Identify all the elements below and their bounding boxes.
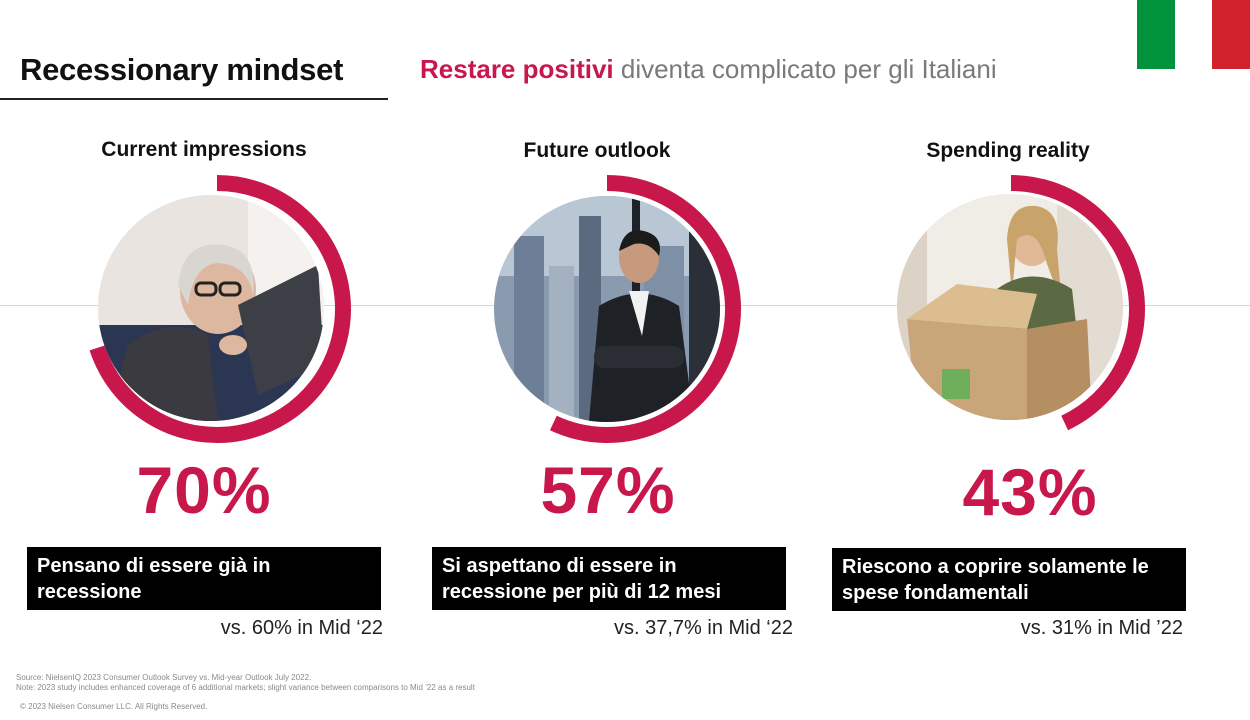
stat-comparison-future-outlook: vs. 37,7% in Mid ‘22 xyxy=(614,617,793,639)
footer-source: Source: NielsenIQ 2023 Consumer Outlook … xyxy=(16,673,312,682)
photo-woman-opening-box-icon xyxy=(897,194,1123,420)
flag-white-stripe xyxy=(1174,0,1213,69)
footer-note: Note: 2023 study includes enhanced cover… xyxy=(16,683,475,692)
ring-chart-current-impressions xyxy=(89,175,351,443)
stat-heading-future-outlook: Future outlook xyxy=(523,139,671,162)
stat-comparison-current-impressions: vs. 60% in Mid ‘22 xyxy=(220,617,383,639)
subtitle-rest: diventa complicato per gli Italiani xyxy=(613,54,997,84)
page-subtitle: Restare positivi diventa complicato per … xyxy=(420,54,997,85)
ring-chart-spending-reality xyxy=(1010,175,1145,431)
italian-flag-icon xyxy=(1137,0,1250,69)
title-underline xyxy=(0,98,388,100)
page-title: Recessionary mindset xyxy=(20,52,344,87)
stat-description-current-impressions: Pensano di essere già in recessione xyxy=(27,547,381,610)
flag-green-stripe xyxy=(1137,0,1175,69)
subtitle-highlight: Restare positivi xyxy=(420,54,614,84)
stat-description-spending-reality: Riescono a coprire solamente le spese fo… xyxy=(832,548,1186,611)
stat-percent-current-impressions: 70% xyxy=(136,453,272,527)
ring-arc-spending-reality xyxy=(1010,175,1145,431)
stat-percent-spending-reality: 43% xyxy=(962,455,1098,529)
stat-heading-current-impressions: Current impressions xyxy=(101,138,307,161)
stat-heading-spending-reality: Spending reality xyxy=(926,139,1090,162)
ring-arc-current-impressions xyxy=(89,175,351,443)
stat-description-future-outlook: Si aspettano di essere in recessione per… xyxy=(432,547,786,610)
footer-copyright: © 2023 Nielsen Consumer LLC. All Rights … xyxy=(20,702,208,711)
stat-comparison-spending-reality: vs. 31% in Mid ’22 xyxy=(1020,617,1183,639)
stat-percent-future-outlook: 57% xyxy=(540,453,676,527)
photo-man-looking-at-city-icon xyxy=(494,196,720,422)
photo-woman-reading-tablet-icon xyxy=(98,195,324,421)
ring-chart-future-outlook xyxy=(549,175,741,443)
flag-red-stripe xyxy=(1212,0,1250,69)
ring-arc-future-outlook xyxy=(549,175,741,443)
